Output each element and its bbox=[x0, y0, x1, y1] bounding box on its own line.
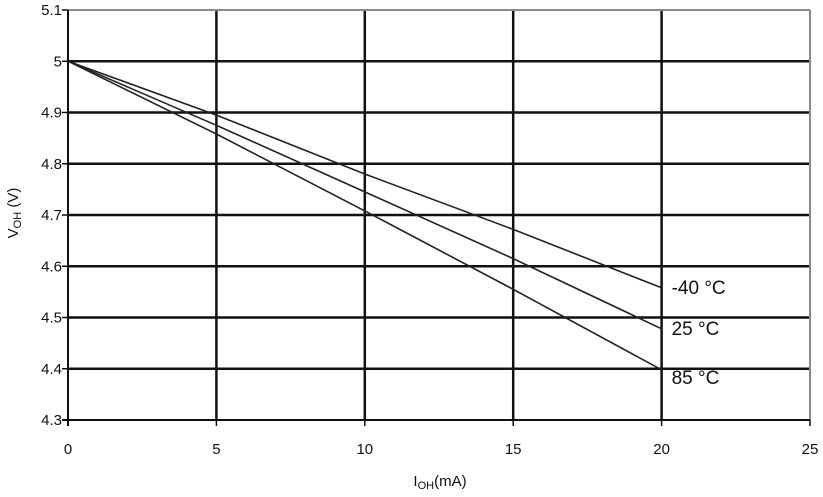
x-axis-title-main: I bbox=[413, 473, 417, 490]
y-axis-title: VOH (V) bbox=[5, 188, 24, 239]
x-axis-title: IOH(mA) bbox=[413, 473, 466, 492]
y-tick-label: 4.7 bbox=[41, 207, 62, 224]
series-line bbox=[67, 60, 662, 289]
series-line bbox=[67, 60, 662, 371]
x-tick-label: 10 bbox=[356, 441, 373, 458]
y-axis-title-main: V bbox=[5, 228, 22, 238]
x-tick-label: 20 bbox=[653, 441, 670, 458]
y-tick-label: 4.6 bbox=[41, 258, 62, 275]
series-label: 85 °C bbox=[672, 368, 720, 389]
y-axis-title-rest: (V) bbox=[5, 188, 22, 212]
series-label: -40 °C bbox=[672, 278, 726, 299]
y-tick-label: 4.5 bbox=[41, 310, 62, 327]
x-tick-label: 0 bbox=[64, 441, 72, 458]
y-tick-label: 4.4 bbox=[41, 361, 62, 378]
y-axis-title-sub: OH bbox=[12, 212, 24, 229]
tick-labels: 4.3 4.4 4.5 4.6 4.7 4.8 4.9 5 5.1 0 5 10 15 20 25 bbox=[41, 2, 818, 458]
y-tick-label: 5.1 bbox=[41, 2, 62, 19]
y-tick-label: 4.9 bbox=[41, 105, 62, 122]
x-tick-label: 25 bbox=[802, 441, 819, 458]
series-label: 25 °C bbox=[672, 319, 720, 340]
x-axis-title-rest: (mA) bbox=[434, 473, 467, 490]
series-labels: -40 °C 25 °C 85 °C bbox=[672, 278, 726, 389]
plot-frame bbox=[62, 9, 811, 426]
x-tick-label: 5 bbox=[212, 441, 220, 458]
series-lines bbox=[67, 60, 662, 371]
x-axis-title-sub: OH bbox=[418, 480, 435, 492]
y-tick-label: 4.3 bbox=[41, 412, 62, 429]
grid-lines bbox=[68, 10, 810, 420]
y-tick-label: 5 bbox=[54, 53, 62, 70]
x-tick-label: 15 bbox=[505, 441, 522, 458]
series-line bbox=[67, 60, 662, 330]
y-tick-label: 4.8 bbox=[41, 156, 62, 173]
